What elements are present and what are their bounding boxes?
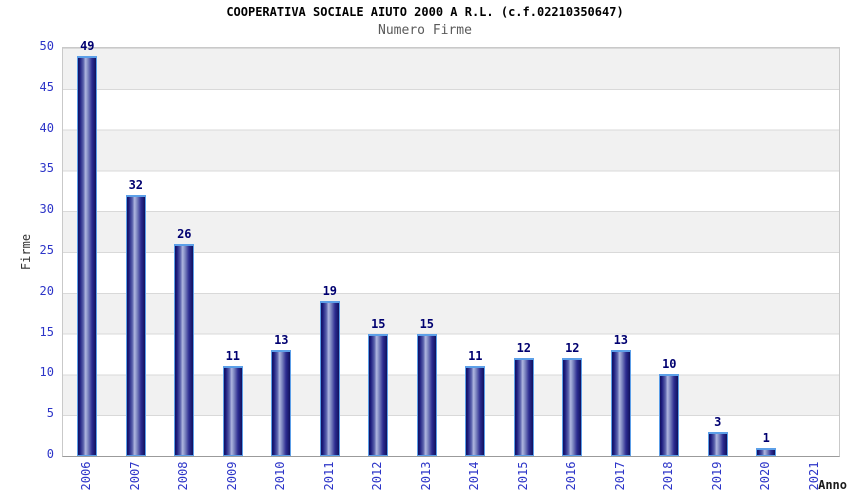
bar-value-2015: 12 bbox=[516, 341, 532, 356]
x-tick-label-2008: 2008 bbox=[176, 461, 191, 491]
x-tick-label-2014: 2014 bbox=[467, 461, 482, 491]
bar-2020 bbox=[756, 448, 777, 456]
bar-value-2013: 15 bbox=[419, 316, 435, 331]
bar-value-2016: 12 bbox=[565, 341, 580, 356]
x-tick-label-2018: 2018 bbox=[661, 461, 676, 491]
x-tick-label-2011: 2011 bbox=[321, 461, 336, 491]
x-tick-label-2007: 2007 bbox=[127, 461, 142, 491]
bar-value-2009: 11 bbox=[225, 349, 241, 364]
x-tick-label-2012: 2012 bbox=[370, 461, 385, 491]
y-tick-label-10: 10 bbox=[39, 365, 54, 380]
bar-2006 bbox=[77, 56, 98, 456]
bar-value-2019: 3 bbox=[714, 414, 722, 429]
x-tick-label-2020: 2020 bbox=[758, 461, 773, 491]
y-tick-label-0: 0 bbox=[46, 447, 54, 461]
bar-value-2012: 15 bbox=[371, 316, 386, 331]
y-tick-label-30: 30 bbox=[39, 202, 54, 217]
bar-value-2017: 13 bbox=[613, 332, 629, 347]
y-tick-label-50: 50 bbox=[39, 39, 54, 53]
plot-area: 49 32 26 11 13 19 15 15 11 12 12 13 10 3 1 bbox=[62, 40, 840, 457]
y-tick-label-5: 5 bbox=[46, 406, 54, 421]
bar-value-2011: 19 bbox=[322, 284, 338, 298]
bar-2018 bbox=[659, 374, 680, 456]
bar-2015 bbox=[513, 358, 534, 456]
bar-2019 bbox=[707, 432, 728, 456]
bar-2014 bbox=[465, 366, 486, 456]
bar-value-2007: 32 bbox=[128, 177, 144, 192]
y-tick-label-20: 20 bbox=[39, 283, 54, 298]
bar-2008 bbox=[174, 244, 195, 456]
bar-2007 bbox=[125, 195, 146, 456]
bar-2010 bbox=[271, 350, 292, 456]
bar-value-2008: 26 bbox=[177, 226, 192, 241]
chart-title: COOPERATIVA SOCIALE AIUTO 2000 A R.L. (c… bbox=[226, 5, 624, 19]
x-axis-title: Anno bbox=[818, 478, 847, 492]
bar-2012 bbox=[368, 334, 389, 456]
y-tick-label-15: 15 bbox=[39, 324, 54, 339]
x-tick-label-2015: 2015 bbox=[515, 461, 530, 491]
bar-2016 bbox=[562, 358, 583, 456]
y-tick-label-45: 45 bbox=[39, 79, 54, 94]
bar-2009 bbox=[222, 366, 243, 456]
bar-value-2010: 13 bbox=[274, 332, 289, 347]
x-tick-label-2016: 2016 bbox=[564, 461, 579, 491]
x-tick-label-2009: 2009 bbox=[224, 461, 239, 491]
bar-value-2018: 10 bbox=[662, 357, 677, 372]
bar-value-2020: 1 bbox=[762, 430, 770, 445]
y-tick-label-35: 35 bbox=[39, 161, 54, 176]
x-tick-label-2013: 2013 bbox=[418, 461, 433, 491]
bar-2011 bbox=[319, 301, 340, 456]
x-tick-label-2010: 2010 bbox=[273, 461, 288, 491]
bar-value-2006: 49 bbox=[80, 39, 95, 54]
bar-value-2014: 11 bbox=[468, 349, 483, 364]
x-tick-label-2019: 2019 bbox=[709, 461, 724, 491]
bar-2013 bbox=[416, 334, 437, 456]
chart-subtitle: Numero Firme bbox=[378, 23, 472, 38]
y-tick-label-40: 40 bbox=[39, 120, 54, 135]
x-tick-label-2006: 2006 bbox=[79, 461, 94, 491]
bar-2017 bbox=[610, 350, 631, 456]
x-tick-label-2017: 2017 bbox=[612, 461, 627, 491]
y-tick-label-25: 25 bbox=[39, 243, 54, 257]
